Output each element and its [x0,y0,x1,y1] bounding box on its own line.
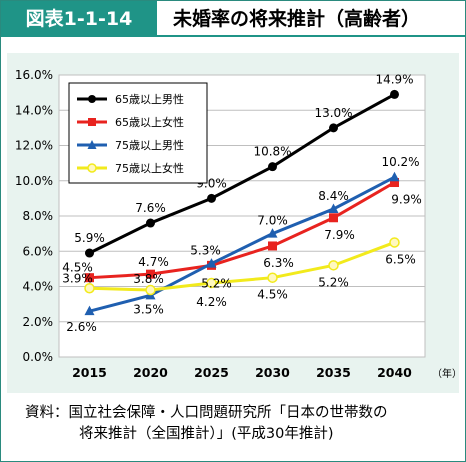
y-tick-label: 10.0% [15,174,53,188]
data-point [329,123,338,133]
source-note-line-2: 将来推計（全国推計）」(平成30年推計) [79,426,334,442]
data-label: 7.0% [257,214,288,228]
data-point [268,162,277,172]
figure-number: 図表1-1-14 [1,1,157,37]
data-label: 3.5% [133,302,164,316]
data-label: 9.9% [391,193,422,207]
data-label: 4.5% [62,261,93,275]
y-tick-label: 12.0% [15,139,53,153]
data-point [207,193,216,203]
y-tick-label: 8.0% [23,209,54,223]
x-tick-label: 2030 [255,365,290,380]
legend-marker [87,163,97,173]
source-note: 資料：国立社会保障・人口問題研究所「日本の世帯数の 将来推計（全国推計）」(平成… [25,403,455,445]
data-point [84,305,95,316]
data-label: 3.8% [133,272,164,286]
data-label: 4.5% [257,288,288,302]
data-label: 14.9% [375,72,413,86]
y-tick-label: 4.0% [23,280,54,294]
data-label: 2.6% [66,320,97,334]
data-point [389,237,400,248]
legend-marker [88,118,96,126]
data-point [267,228,278,238]
series-line [88,93,396,255]
data-point [328,260,339,271]
data-label: 8.4% [318,189,349,203]
x-tick-label: 2025 [194,365,229,380]
legend-marker [88,95,96,103]
data-label: 10.8% [253,145,291,159]
source-note-line-1: 資料：国立社会保障・人口問題研究所「日本の世帯数の [25,405,388,421]
legend-label: 75歳以上男性 [115,138,184,152]
data-label: 5.9% [74,231,105,245]
data-point [328,203,339,213]
x-tick-label: 2020 [133,365,168,380]
data-point [145,284,156,296]
figure-header: 図表1-1-14 未婚率の将来推計（高齢者） [1,1,465,37]
data-label: 5.2% [201,276,232,290]
data-point [268,241,277,251]
data-point [267,272,278,283]
data-label: 5.2% [318,275,349,289]
data-label: 6.5% [385,252,416,266]
legend-marker [87,140,97,149]
legend-label: 65歳以上女性 [115,115,184,129]
series-line [89,175,396,313]
data-point [146,269,155,279]
line-chart: 0.0% 2.0% 4.0% 6.0% 8.0% 10.0% 12.0% 14.0% 16.0%… [15,68,459,380]
data-label: 4.7% [138,255,169,269]
y-tick-label: 2.0% [23,315,54,329]
data-point [390,89,399,99]
data-label: 7.9% [324,228,355,242]
chart-panel: 0.0% 2.0% 4.0% 6.0% 8.0% 10.0% 12.0% 14.0% 16.0%… [7,53,459,393]
data-point [389,171,400,182]
data-point [85,273,94,283]
data-point [84,283,95,294]
y-tick-label: 14.0% [15,103,53,117]
data-label: 13.0% [314,106,352,120]
data-label: 10.2% [381,155,419,169]
figure-title: 未婚率の将来推計（高齢者） [173,8,421,30]
y-tick-label: 6.0% [23,244,54,258]
data-point [206,258,217,268]
x-tick-label: 2035 [316,365,351,380]
y-tick-label: 16.0% [15,68,53,82]
series-line [89,181,396,280]
data-label: 7.6% [135,201,166,215]
data-point [329,213,338,223]
data-label: 6.3% [263,256,294,270]
legend-label: 75歳以上女性 [115,161,184,175]
data-point [206,277,217,289]
data-point [85,248,94,258]
y-tick-label: 0.0% [23,350,54,364]
x-unit-label: （年） [432,367,459,380]
x-tick-label: 2015 [72,365,107,380]
x-tick-label: 2040 [377,365,412,380]
series-line [89,241,396,292]
data-point [146,218,155,228]
data-label: 5.3% [190,244,221,258]
data-label: 4.2% [196,295,227,309]
legend-label: 65歳以上男性 [115,92,184,106]
header-rule [157,35,465,37]
data-point [390,178,399,188]
data-label: 3.9% [62,271,93,285]
